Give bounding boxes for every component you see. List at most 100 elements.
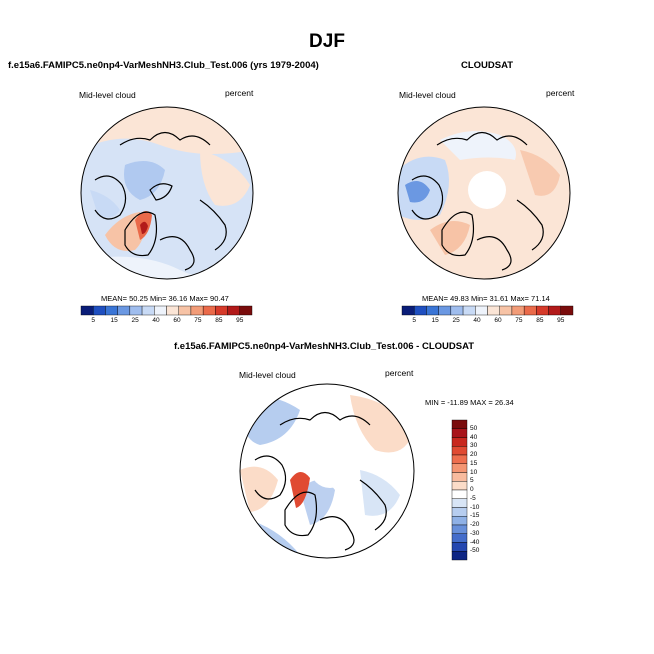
colorbar-tick-label: 20	[470, 451, 478, 458]
panel1-stats: MEAN= 50.25 Min= 36.16 Max= 90.47	[101, 294, 229, 303]
panel2-variable-label: Mid-level cloud	[399, 90, 456, 100]
colorbar-swatch	[239, 305, 253, 316]
panel3-title: f.e15a6.FAMIPC5.ne0np4-VarMeshNH3.Club_T…	[174, 341, 475, 352]
panel3-field-cool-east	[360, 470, 400, 516]
colorbar-tick-label: 5	[470, 477, 474, 485]
colorbar-swatch	[450, 305, 464, 316]
colorbar-tick-label: -40	[470, 538, 480, 546]
colorbar-tick-label: 40	[470, 433, 478, 441]
panel3-field-warm-w	[240, 466, 278, 512]
panel1-field-warm-east	[200, 150, 250, 206]
colorbar-tick-label: 25	[131, 317, 139, 324]
colorbar-swatch	[129, 305, 143, 316]
panel1-field-cool-center	[124, 161, 165, 200]
colorbar-swatch	[451, 472, 468, 482]
colorbar-tick-label: 60	[173, 317, 181, 324]
colorbar-tick-label: 40	[152, 317, 160, 324]
panel1-map-border	[80, 106, 254, 280]
panel3-polar-hole	[310, 448, 350, 488]
colorbar-swatch	[475, 305, 488, 316]
colorbar-tick-label: 95	[557, 317, 565, 324]
panel2-field-warm-east	[520, 150, 560, 196]
colorbar-swatch	[414, 305, 427, 316]
colorbar-tick-label: 60	[494, 317, 502, 324]
colorbar-swatch	[523, 305, 537, 316]
panel3-coastlines	[254, 411, 387, 551]
colorbar-tick-label: 95	[236, 317, 244, 324]
colorbar-swatch	[227, 305, 240, 316]
colorbar-swatch	[451, 551, 468, 561]
colorbar-swatch	[451, 489, 468, 499]
colorbar-tick-label: 15	[470, 459, 478, 467]
colorbar-tick-label: 0	[470, 486, 474, 493]
panel2-units-label: percent	[546, 88, 575, 98]
panel2-map-border	[397, 106, 571, 280]
figure-title: DJF	[309, 31, 345, 52]
colorbar-tick-label: 15	[110, 317, 118, 324]
colorbar-tick-label: -50	[470, 547, 480, 555]
colorbar-tick-label: 40	[473, 317, 481, 324]
panel2-title: CLOUDSAT	[461, 60, 514, 71]
colorbar-swatch	[80, 305, 94, 316]
panel1-coastlines	[94, 131, 227, 271]
colorbar-tick-label: -30	[470, 529, 480, 537]
colorbar-tick-label: 30	[470, 442, 478, 450]
panel3-variable-label: Mid-level cloud	[239, 370, 296, 380]
colorbar-swatch	[105, 305, 118, 316]
colorbar-swatch	[451, 507, 468, 517]
colorbar-swatch	[451, 446, 468, 456]
panel2-colorbar	[401, 305, 574, 316]
colorbar-tick-label: -10	[470, 503, 480, 511]
colorbar-tick-label: 25	[452, 317, 460, 324]
panel2-coastlines	[411, 131, 544, 271]
panel3-colorbar	[451, 419, 468, 561]
panel2-map	[398, 107, 570, 279]
colorbar-swatch	[202, 305, 216, 316]
colorbar-swatch	[451, 481, 468, 491]
colorbar-tick-label: 75	[515, 317, 523, 324]
colorbar-swatch	[451, 498, 468, 508]
colorbar-swatch	[166, 305, 179, 316]
colorbar-tick-label: 75	[194, 317, 202, 324]
colorbar-swatch	[141, 305, 155, 316]
colorbar-swatch	[451, 428, 468, 438]
colorbar-swatch	[451, 533, 468, 543]
panel3-field-greenland-peak	[290, 471, 310, 508]
colorbar-swatch	[511, 305, 525, 316]
panel3-field-cool-center	[300, 480, 335, 525]
panel2-stats: MEAN= 49.83 Min= 31.61 Max= 71.14	[422, 294, 550, 303]
colorbar-tick-label: 15	[431, 317, 439, 324]
panel1-field-cool-west	[90, 190, 120, 218]
panel2-polar-hole	[468, 171, 506, 209]
colorbar-tick-label: 85	[215, 317, 223, 324]
colorbar-swatch	[178, 305, 192, 316]
colorbar-swatch	[499, 305, 513, 316]
colorbar-swatch	[451, 516, 468, 526]
colorbar-swatch	[487, 305, 500, 316]
colorbar-swatch	[462, 305, 476, 316]
colorbar-tick-label: -15	[470, 512, 480, 520]
panel3-field-warm-ne	[350, 395, 414, 453]
panel1-colorbar	[80, 305, 253, 316]
colorbar-tick-label: 50	[470, 424, 478, 432]
colorbar-tick-label: 5	[91, 317, 96, 324]
panel3-units-label: percent	[385, 368, 414, 378]
colorbar-tick-label: -5	[470, 494, 476, 502]
colorbar-swatch	[451, 463, 468, 473]
colorbar-tick-label: 5	[412, 317, 417, 324]
colorbar-swatch	[548, 305, 561, 316]
colorbar-swatch	[560, 305, 574, 316]
colorbar-swatch	[117, 305, 131, 316]
panel2-field-cool-core	[405, 181, 430, 203]
colorbar-swatch	[426, 305, 439, 316]
panel1-units-label: percent	[225, 88, 254, 98]
panel3-stats: MIN = -11.89 MAX = 26.34	[425, 398, 514, 407]
panel1-variable-label: Mid-level cloud	[79, 90, 136, 100]
colorbar-tick-label: 85	[536, 317, 544, 324]
colorbar-swatch	[93, 305, 106, 316]
colorbar-swatch	[451, 524, 468, 534]
colorbar-swatch	[451, 419, 468, 429]
panel3-map-border	[239, 383, 415, 559]
colorbar-swatch	[215, 305, 228, 316]
panel2-field-warm-greenland	[430, 221, 470, 255]
